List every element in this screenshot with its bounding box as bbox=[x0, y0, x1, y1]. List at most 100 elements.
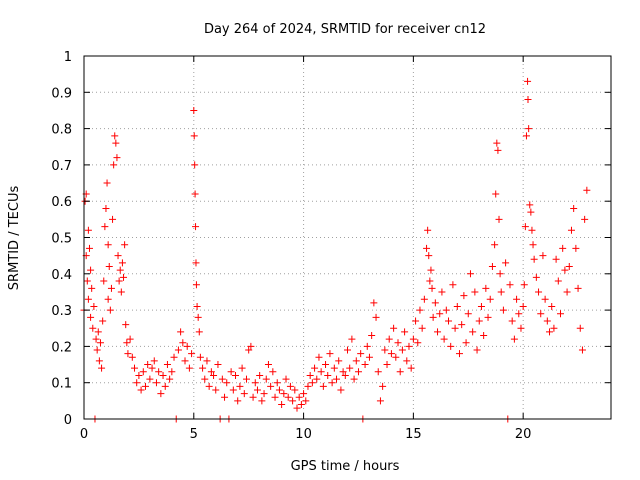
data-point bbox=[223, 379, 231, 387]
data-point bbox=[137, 386, 145, 394]
y-tick-label: 1 bbox=[64, 50, 72, 65]
data-point bbox=[256, 371, 264, 379]
data-point bbox=[565, 263, 573, 271]
data-point bbox=[157, 390, 165, 398]
data-point bbox=[210, 371, 218, 379]
data-point bbox=[238, 364, 246, 372]
data-point bbox=[473, 346, 481, 354]
y-tick-label: 0.9 bbox=[51, 86, 72, 101]
plot-frame bbox=[83, 55, 612, 420]
data-point bbox=[394, 339, 402, 347]
data-point bbox=[527, 208, 535, 216]
data-point bbox=[190, 132, 198, 140]
data-point bbox=[526, 201, 534, 209]
data-point bbox=[98, 364, 106, 372]
data-point bbox=[455, 350, 463, 358]
data-point bbox=[431, 299, 439, 307]
data-point bbox=[418, 324, 426, 332]
data-point bbox=[423, 244, 431, 252]
grid-lines bbox=[84, 56, 611, 419]
data-point bbox=[269, 368, 277, 376]
data-point bbox=[271, 393, 279, 401]
chart-title: Day 264 of 2024, SRMTID for receiver cn1… bbox=[204, 22, 486, 37]
data-point bbox=[426, 277, 434, 285]
data-point bbox=[352, 357, 360, 365]
data-point bbox=[379, 382, 387, 390]
data-point bbox=[502, 259, 510, 267]
y-tick-label: 0.4 bbox=[51, 268, 72, 283]
data-point bbox=[249, 393, 257, 401]
data-point bbox=[539, 252, 547, 260]
data-point bbox=[205, 382, 213, 390]
data-point bbox=[427, 266, 435, 274]
data-point bbox=[302, 397, 310, 405]
data-point bbox=[284, 393, 292, 401]
data-points bbox=[80, 77, 591, 423]
data-point bbox=[152, 379, 160, 387]
data-point bbox=[469, 328, 477, 336]
data-point bbox=[420, 295, 428, 303]
data-point bbox=[429, 313, 437, 321]
data-point bbox=[103, 179, 111, 187]
data-point bbox=[116, 266, 124, 274]
data-point bbox=[346, 364, 354, 372]
data-point bbox=[100, 277, 108, 285]
data-point bbox=[344, 346, 351, 354]
data-point bbox=[192, 281, 200, 289]
data-point bbox=[89, 324, 97, 332]
data-point bbox=[122, 321, 130, 329]
data-point bbox=[196, 353, 204, 361]
data-point bbox=[532, 273, 540, 281]
data-point bbox=[159, 371, 167, 379]
data-point bbox=[563, 288, 571, 296]
data-point bbox=[190, 106, 198, 114]
data-point bbox=[282, 375, 290, 383]
data-point bbox=[139, 368, 147, 376]
x-tick-label: 10 bbox=[295, 427, 312, 442]
data-point bbox=[161, 382, 169, 390]
data-point bbox=[574, 284, 582, 292]
data-point bbox=[144, 361, 152, 369]
data-point bbox=[466, 270, 474, 278]
data-point bbox=[387, 350, 395, 358]
y-tick-label: 0.3 bbox=[51, 304, 72, 319]
x-axis-label: GPS time / hours bbox=[291, 459, 400, 474]
y-tick-label: 0.2 bbox=[51, 340, 72, 355]
data-point bbox=[578, 346, 586, 354]
data-point bbox=[121, 241, 129, 249]
data-point bbox=[365, 353, 373, 361]
data-point bbox=[484, 313, 492, 321]
data-point bbox=[203, 357, 211, 365]
data-point bbox=[179, 339, 187, 347]
data-point bbox=[166, 375, 174, 383]
data-point bbox=[491, 241, 499, 249]
data-point bbox=[508, 317, 516, 325]
data-point bbox=[581, 215, 589, 223]
data-point bbox=[148, 364, 156, 372]
data-point bbox=[275, 386, 283, 394]
data-point bbox=[368, 332, 376, 340]
data-point bbox=[425, 252, 433, 260]
data-point bbox=[462, 339, 470, 347]
data-point bbox=[460, 292, 468, 300]
data-point bbox=[168, 368, 176, 376]
x-axis-ticks: 0 5 10 15 20 bbox=[80, 56, 531, 442]
data-point bbox=[442, 306, 450, 314]
data-point bbox=[398, 346, 406, 354]
data-point bbox=[572, 244, 580, 252]
data-point bbox=[131, 364, 139, 372]
data-point bbox=[583, 186, 591, 194]
data-point bbox=[550, 324, 558, 332]
data-point bbox=[499, 306, 507, 314]
data-point bbox=[392, 353, 400, 361]
data-point bbox=[482, 284, 490, 292]
data-point bbox=[90, 302, 98, 310]
data-point bbox=[251, 379, 259, 387]
data-point bbox=[328, 379, 336, 387]
data-point bbox=[496, 270, 504, 278]
data-point bbox=[214, 361, 222, 369]
data-point bbox=[339, 368, 347, 376]
data-point bbox=[286, 382, 294, 390]
data-point bbox=[102, 204, 110, 212]
data-point bbox=[227, 368, 235, 376]
